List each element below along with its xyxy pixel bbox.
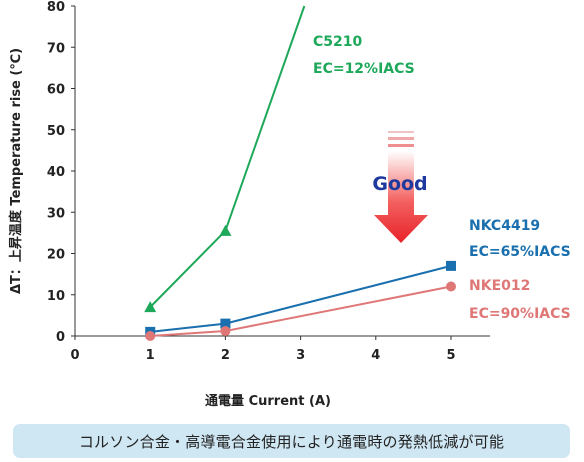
- series-sublabel-nkc4419: EC=65%IACS: [469, 244, 571, 260]
- y-tick-label: 0: [56, 330, 65, 345]
- y-tick-label: 40: [47, 165, 65, 180]
- x-tick-label: 0: [70, 348, 79, 363]
- series-label-nke012: NKE012: [469, 278, 530, 294]
- series-line-c5210: [149, 5, 306, 308]
- y-axis-ticks: 0 10 20 30 40 50 60 70 80: [47, 0, 75, 345]
- data-point-c5210: [219, 224, 232, 236]
- caption-box: コルソン合金・高導電合金使用により通電時の発熱低減が可能: [13, 424, 570, 458]
- x-tick-label: 2: [221, 348, 230, 363]
- good-arrow-stripe: [388, 137, 414, 140]
- y-tick-label: 60: [47, 83, 65, 98]
- data-point-nkc4419: [220, 318, 231, 329]
- series-labels: C5210 EC=12%IACS NKC4419 EC=65%IACS NKE0…: [313, 34, 571, 322]
- caption-text: コルソン合金・高導電合金使用により通電時の発熱低減が可能: [78, 432, 505, 451]
- x-tick-label: 4: [371, 348, 380, 363]
- good-arrow-body: [374, 151, 428, 243]
- good-arrow: Good: [372, 131, 428, 243]
- y-tick-label: 30: [47, 206, 65, 221]
- y-tick-label: 50: [47, 124, 65, 139]
- data-point-nke012: [220, 326, 231, 337]
- series-label-nkc4419: NKC4419: [469, 218, 540, 234]
- x-axis-title: 通電量 Current (A): [205, 393, 331, 409]
- y-tick-label: 80: [47, 0, 65, 15]
- series-sublabel-nke012: EC=90%IACS: [469, 306, 571, 322]
- good-arrow-stripe: [388, 131, 414, 133]
- data-point-nke012: [145, 331, 156, 341]
- series-layer: [144, 5, 456, 341]
- y-tick-label: 70: [47, 41, 65, 56]
- good-label: Good: [372, 173, 427, 195]
- data-point-nkc4419: [446, 260, 456, 271]
- series-line-nke012: [150, 285, 452, 337]
- x-tick-label: 1: [146, 348, 155, 363]
- y-tick-label: 10: [47, 289, 65, 304]
- chart: 0 10 20 30 40 50 60 70 80 0 1 2 3 4 5 ΔT：上昇温度 Tempera…: [8, 0, 571, 409]
- y-tick-label: 20: [47, 248, 65, 263]
- data-point-c5210: [144, 301, 157, 313]
- x-tick-label: 3: [296, 348, 305, 363]
- series-label-c5210: C5210: [313, 34, 362, 50]
- series-sublabel-c5210: EC=12%IACS: [313, 61, 415, 77]
- y-axis-title: ΔT：上昇温度 Temperature rise (℃): [8, 48, 24, 294]
- x-tick-label: 5: [446, 348, 455, 363]
- x-axis-ticks: 0 1 2 3 4 5: [70, 336, 456, 363]
- data-point-nke012: [446, 281, 456, 292]
- good-arrow-stripe: [388, 144, 414, 147]
- series-line-nkc4419: [150, 264, 452, 333]
